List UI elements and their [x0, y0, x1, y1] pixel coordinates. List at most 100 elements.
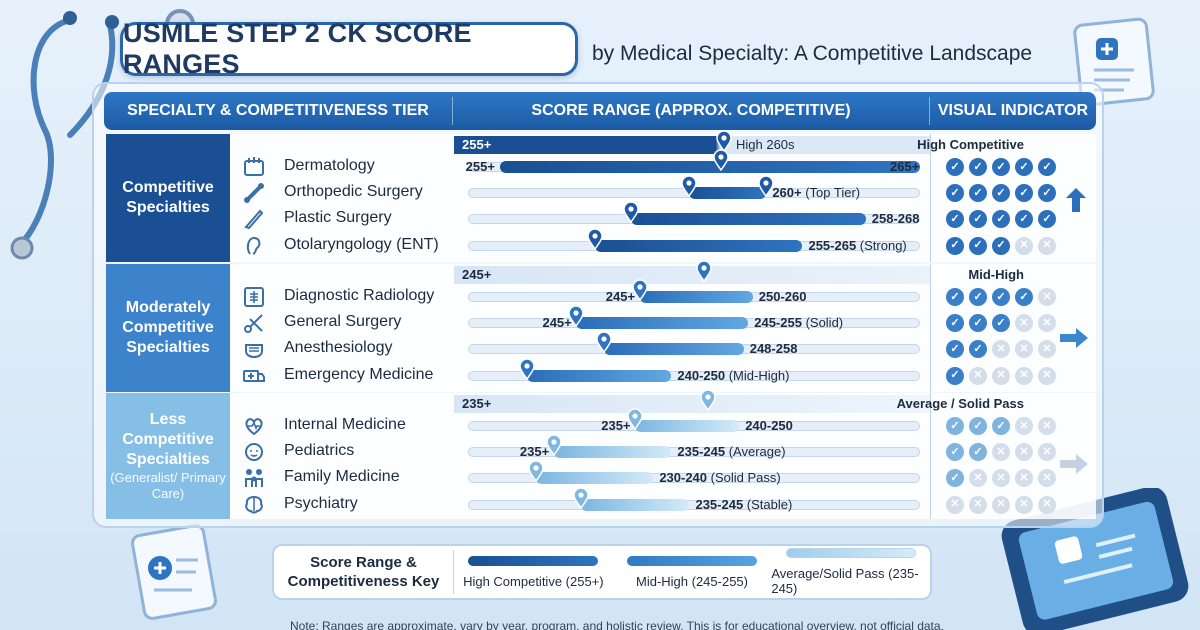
- check-filled-icon: ✓: [946, 158, 964, 176]
- specialty-name: Plastic Surgery: [284, 209, 392, 227]
- page-title: USMLE STEP 2 CK SCORE RANGES: [123, 18, 472, 79]
- check-filled-icon: ✓: [1015, 158, 1033, 176]
- tier-rule-right-label: Mid-High: [968, 267, 1024, 282]
- check-filled-icon: ✓: [1015, 288, 1033, 306]
- bone-icon: [244, 183, 264, 204]
- check-filled-icon: ✓: [1038, 210, 1056, 229]
- check-empty-icon: ✕: [992, 495, 1010, 514]
- legend-item-low: Average/Solid Pass (235-245): [771, 548, 930, 596]
- tier-rule-right-label: High Competitive: [917, 137, 1024, 152]
- arrow-right-icon: [1060, 454, 1088, 474]
- score-pin: [713, 149, 729, 172]
- check-empty-icon: ✕: [992, 366, 1010, 385]
- score-right-label: 250-260: [758, 289, 807, 304]
- score-pin: [568, 305, 585, 328]
- specialty-name: Pediatrics: [284, 442, 355, 460]
- score-range-bar: [689, 187, 767, 200]
- score-right-label: 265+: [890, 159, 920, 174]
- score-range-bar: [576, 317, 749, 330]
- tier-note: (Generalist/ Primary Care): [110, 470, 226, 501]
- check-filled-icon: ✓: [992, 158, 1010, 176]
- check-empty-icon: ✕: [1015, 340, 1033, 359]
- check-empty-icon: ✕: [1038, 417, 1056, 435]
- specialty-name: General Surgery: [284, 313, 402, 331]
- check-empty-icon: ✕: [992, 443, 1010, 462]
- mask-icon: [245, 344, 263, 359]
- check-filled-icon: ✓: [1038, 158, 1056, 176]
- tier-rule-pin: [696, 260, 712, 283]
- check-filled-icon: ✓: [992, 184, 1010, 203]
- tier-rule: [454, 136, 930, 154]
- score-track: [468, 473, 920, 484]
- check-filled-icon: ✓: [946, 417, 964, 435]
- check-filled-icon: ✓: [992, 417, 1010, 435]
- score-track: [468, 499, 920, 510]
- score-range-bar: [594, 239, 803, 252]
- check-filled-icon: ✓: [969, 340, 987, 359]
- score-left-label: 235+: [519, 444, 550, 460]
- score-left-label: 245+: [542, 315, 572, 331]
- score-left-label: 235+: [601, 418, 631, 433]
- score-pin: [518, 357, 535, 380]
- column-separator: [930, 393, 931, 519]
- score-pin: [622, 201, 639, 224]
- page-subtitle: by Medical Specialty: A Competitive Land…: [592, 42, 1033, 65]
- visual-indicator-checks: ✓ ✕ ✕ ✕ ✕: [946, 469, 1056, 488]
- score-left-label: 245+: [605, 289, 636, 304]
- specialty-name: Dermatology: [284, 157, 375, 174]
- check-filled-icon: ✓: [946, 184, 964, 203]
- check-filled-icon: ✓: [969, 443, 987, 462]
- check-filled-icon: ✓: [1015, 210, 1033, 229]
- visual-indicator-checks: ✓ ✕ ✕ ✕ ✕: [946, 366, 1056, 385]
- score-range-bar: [581, 498, 690, 511]
- check-filled-icon: ✓: [992, 288, 1010, 306]
- table-header: SPECIALTY & COMPETITIVENESS TIER SCORE R…: [104, 92, 1096, 130]
- tier-rule-pin-label: High 260s: [736, 137, 795, 152]
- score-right-label: 248-258: [749, 341, 798, 357]
- header-score-range: SCORE RANGE (APPROX. COMPETITIVE): [531, 102, 851, 119]
- score-right-label: 260+ (Top Tier): [772, 185, 861, 201]
- ambulance-icon: [243, 369, 265, 382]
- legend-label-low: Average/Solid Pass (235-245): [771, 566, 919, 596]
- title-box: USMLE STEP 2 CK SCORE RANGES: [120, 18, 578, 79]
- check-empty-icon: ✕: [1038, 340, 1056, 359]
- legend-item-high: High Competitive (255+): [454, 555, 613, 589]
- score-range-bar: [630, 213, 866, 226]
- tier-rule-left-label: 245+: [462, 267, 492, 282]
- legend-swatch-high: [468, 555, 599, 566]
- skin-icon: [244, 157, 264, 176]
- score-range-bar: [639, 291, 753, 303]
- score-pin: [546, 434, 562, 457]
- visual-indicator-checks: ✓ ✓ ✓ ✓ ✓: [946, 210, 1056, 229]
- check-filled-icon: ✓: [969, 236, 987, 255]
- score-right-label: 235-245 (Stable): [695, 496, 793, 512]
- visual-indicator-checks: ✓ ✓ ✓ ✓ ✕: [946, 288, 1056, 306]
- check-filled-icon: ✓: [992, 314, 1010, 333]
- tier-rule-left-label: 255+: [462, 137, 492, 152]
- legend-swatch-mid: [627, 555, 757, 566]
- column-separator: [930, 264, 931, 392]
- check-filled-icon: ✓: [946, 443, 964, 462]
- score-range-bar: [603, 343, 744, 356]
- tier-label: Moderately Competitive Specialties: [106, 264, 230, 392]
- score-pin: [595, 331, 612, 354]
- score-right-label: 258-268: [871, 211, 920, 227]
- tier-rule-pin: [700, 389, 716, 412]
- footnote: Note: Ranges are approximate, vary by ye…: [290, 619, 944, 630]
- score-right-label: 240-250: [745, 418, 793, 433]
- legend-key: Score Range & Competitiveness Key High C…: [272, 544, 932, 600]
- visual-indicator-checks: ✕ ✕ ✕ ✕ ✕: [946, 495, 1056, 514]
- header-divider: [929, 97, 930, 125]
- check-filled-icon: ✓: [1015, 184, 1033, 203]
- check-empty-icon: ✕: [1015, 314, 1033, 333]
- check-empty-icon: ✕: [1015, 236, 1033, 255]
- xray-icon: [244, 287, 264, 307]
- score-pin: [631, 279, 648, 302]
- ear-icon: [246, 236, 261, 255]
- check-empty-icon: ✕: [1015, 417, 1033, 435]
- stethoscope-icon: [10, 11, 119, 260]
- visual-indicator-checks: ✓ ✓ ✕ ✕ ✕: [946, 340, 1056, 359]
- visual-indicator-checks: ✓ ✓ ✓ ✕ ✕: [946, 236, 1056, 255]
- score-pin: [681, 175, 698, 198]
- check-empty-icon: ✕: [969, 495, 987, 514]
